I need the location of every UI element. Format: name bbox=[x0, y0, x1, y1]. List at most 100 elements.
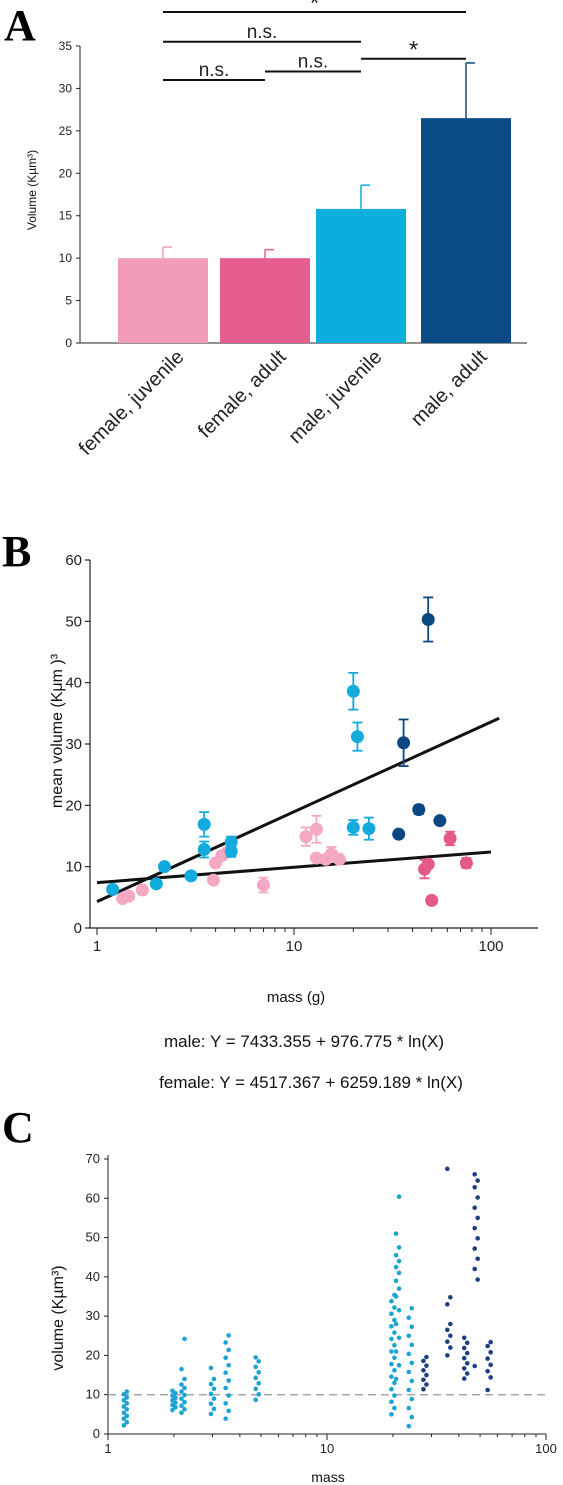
panel-c-point bbox=[389, 1386, 394, 1392]
panel-b: B mean volume (Kμm )³ mass (g) male: Y =… bbox=[2, 527, 538, 1092]
panel-c-point bbox=[226, 1347, 231, 1353]
panel-a-bar bbox=[316, 208, 406, 343]
panel-a-significance-label: n.s. bbox=[247, 22, 278, 43]
panel-c-point bbox=[182, 1406, 187, 1412]
panel-c-point bbox=[211, 1386, 217, 1392]
panel-b-x-tick-label: 100 bbox=[478, 938, 503, 955]
panel-b-point bbox=[392, 827, 406, 841]
panel-c-point bbox=[182, 1392, 187, 1398]
panel-a-y-tick-label: 35 bbox=[59, 39, 73, 53]
panel-c-letter: C bbox=[2, 1103, 34, 1152]
panel-c-point bbox=[421, 1358, 426, 1364]
panel-c-point bbox=[421, 1377, 426, 1383]
panel-c-point bbox=[226, 1362, 231, 1368]
panel-b-point bbox=[299, 830, 313, 844]
panel-c-point bbox=[393, 1264, 399, 1270]
panel-b-point bbox=[362, 822, 376, 836]
panel-a-significance-label: n.s. bbox=[298, 51, 329, 72]
panel-b-point bbox=[106, 882, 120, 896]
panel-c-point bbox=[464, 1350, 470, 1356]
panel-a-y-tick-label: 5 bbox=[65, 294, 72, 308]
panel-c-point bbox=[179, 1410, 184, 1416]
panel-c-point bbox=[226, 1393, 231, 1398]
panel-c-point bbox=[389, 1298, 394, 1304]
panel-c-point bbox=[445, 1166, 450, 1172]
panel-a-significance-brackets: * n.s. n.s. n.s. * bbox=[163, 0, 466, 81]
panel-c-point bbox=[392, 1393, 397, 1398]
panel-c-point bbox=[389, 1336, 394, 1342]
panel-a-y-tick-label: 15 bbox=[59, 209, 73, 223]
panel-c-point bbox=[223, 1340, 228, 1345]
panel-b-y-axis-label: mean volume (Kμm )³ bbox=[49, 653, 66, 808]
panel-c-point bbox=[396, 1362, 402, 1368]
panel-c-point bbox=[406, 1333, 412, 1339]
panel-b-fit-line-male bbox=[96, 716, 500, 903]
panel-b-point bbox=[332, 852, 346, 866]
panel-c-y-axis-label: volume (Kµm³) bbox=[50, 1265, 67, 1370]
panel-c-point bbox=[475, 1236, 480, 1241]
panel-b-points bbox=[106, 596, 473, 907]
panel-c-point bbox=[389, 1361, 394, 1367]
panel-c-y-tick-label: 50 bbox=[86, 1230, 100, 1245]
panel-c-point bbox=[406, 1405, 412, 1411]
panel-b-point bbox=[224, 835, 238, 849]
panel-a-letter: A bbox=[4, 1, 36, 50]
panel-c-point bbox=[208, 1391, 214, 1397]
panel-c-point bbox=[409, 1342, 415, 1348]
male-regression-equation: male: Y = 7433.355 + 976.775 * ln(X) bbox=[164, 1032, 444, 1051]
panel-a-category-label: female, juvenile bbox=[75, 346, 189, 460]
panel-c-point bbox=[485, 1343, 490, 1349]
panel-b-y-tick-label: 10 bbox=[65, 859, 82, 876]
panel-c-point bbox=[472, 1225, 477, 1231]
panel-c-y-tick-label: 0 bbox=[93, 1426, 100, 1441]
panel-a: A Volume (Kµm³) 0 5 10 15 20 25 30 35 * n.s. n.s.… bbox=[4, 0, 527, 460]
panel-c-point bbox=[448, 1345, 453, 1350]
panel-c-y-tick-label: 40 bbox=[86, 1269, 100, 1284]
panel-c-point bbox=[253, 1355, 258, 1360]
panel-b-point bbox=[459, 856, 473, 870]
panel-c-point bbox=[396, 1307, 402, 1313]
panel-b-x-axis-label: mass (g) bbox=[267, 989, 325, 1006]
panel-b-point bbox=[421, 857, 435, 871]
panel-c-point bbox=[396, 1286, 402, 1291]
panel-c-point bbox=[392, 1405, 397, 1411]
panel-a-y-tick-label: 10 bbox=[59, 251, 73, 265]
panel-c-point bbox=[389, 1349, 394, 1354]
panel-c-point bbox=[393, 1349, 399, 1354]
panel-c-point bbox=[182, 1376, 187, 1382]
panel-c-point bbox=[424, 1372, 429, 1378]
panel-b-point bbox=[346, 820, 360, 834]
panel-c-point bbox=[406, 1387, 412, 1393]
panel-c-point bbox=[182, 1399, 187, 1405]
panel-c-point bbox=[409, 1360, 415, 1366]
panel-b-point bbox=[309, 822, 323, 836]
panel-c-point bbox=[253, 1397, 258, 1403]
panel-c-point bbox=[475, 1277, 480, 1282]
panel-b-point bbox=[421, 612, 435, 626]
panel-c-point bbox=[461, 1335, 467, 1341]
panel-c-point bbox=[392, 1317, 397, 1323]
panel-a-bar bbox=[118, 258, 208, 343]
panel-c-point bbox=[389, 1412, 394, 1417]
panel-c-y-tick-label: 30 bbox=[86, 1308, 100, 1323]
panel-c-point bbox=[393, 1231, 399, 1236]
panel-b-axes: 0 10 20 30 40 50 60 1 10 100 bbox=[65, 552, 538, 955]
panel-a-bar bbox=[421, 118, 511, 343]
panel-a-category-label: male, juvenile bbox=[285, 346, 387, 448]
panel-c-point bbox=[445, 1353, 450, 1358]
panel-c-point bbox=[256, 1392, 261, 1397]
panel-c-point bbox=[461, 1366, 467, 1371]
female-regression-equation: female: Y = 4517.367 + 6259.189 * ln(X) bbox=[159, 1073, 463, 1092]
panel-a-y-tick-label: 20 bbox=[59, 166, 73, 180]
panel-a-category-label: female, adult bbox=[194, 346, 291, 443]
panel-c-point bbox=[121, 1392, 127, 1397]
panel-b-y-tick-label: 40 bbox=[65, 675, 82, 692]
panel-b-y-tick-label: 0 bbox=[74, 920, 82, 937]
panel-a-significance-label: * bbox=[310, 0, 319, 17]
panel-a-significance-label: n.s. bbox=[199, 60, 230, 81]
panel-c-point bbox=[396, 1270, 402, 1276]
panel-c-point bbox=[124, 1406, 130, 1412]
panel-c-point bbox=[409, 1414, 415, 1420]
panel-a-y-tick-label: 25 bbox=[59, 124, 73, 138]
panel-c-point bbox=[421, 1386, 426, 1392]
